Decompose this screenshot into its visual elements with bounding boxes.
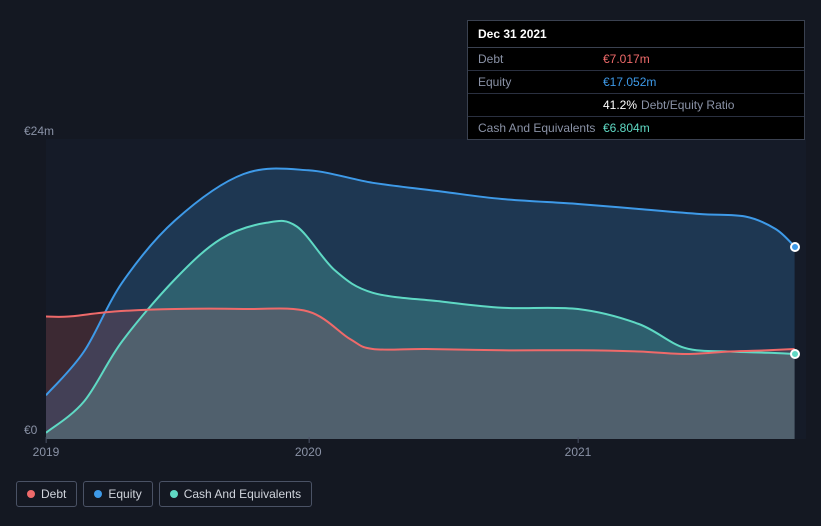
equity-dot-icon xyxy=(94,490,102,498)
cash-end-marker xyxy=(790,349,800,359)
chart-svg xyxy=(46,139,806,439)
legend-item-debt[interactable]: Debt xyxy=(16,481,77,507)
tooltip-label: Equity xyxy=(478,75,603,89)
x-tick: 2021 xyxy=(565,445,592,459)
tooltip-label xyxy=(478,98,603,112)
legend-label: Cash And Equivalents xyxy=(184,487,301,501)
tooltip-date: Dec 31 2021 xyxy=(468,21,804,48)
tooltip-value: €17.052m xyxy=(603,75,656,89)
debt-dot-icon xyxy=(27,490,35,498)
chart-plot-area[interactable] xyxy=(46,139,806,439)
equity-end-marker xyxy=(790,242,800,252)
chart-tooltip: Dec 31 2021 Debt€7.017mEquity€17.052m41.… xyxy=(467,20,805,140)
tooltip-sublabel: Debt/Equity Ratio xyxy=(641,98,734,112)
tooltip-row: 41.2%Debt/Equity Ratio xyxy=(468,94,804,117)
y-axis-max: €24m xyxy=(24,124,54,138)
x-tick: 2019 xyxy=(33,445,60,459)
tooltip-row: Equity€17.052m xyxy=(468,71,804,94)
y-axis-min: €0 xyxy=(24,423,37,437)
legend-label: Equity xyxy=(108,487,141,501)
tooltip-row: Debt€7.017m xyxy=(468,48,804,71)
tooltip-value: €7.017m xyxy=(603,52,650,66)
tooltip-label: Debt xyxy=(478,52,603,66)
legend-item-cash[interactable]: Cash And Equivalents xyxy=(159,481,312,507)
cash-dot-icon xyxy=(170,490,178,498)
legend-label: Debt xyxy=(41,487,66,501)
x-tick: 2020 xyxy=(295,445,322,459)
legend-item-equity[interactable]: Equity xyxy=(83,481,152,507)
tooltip-value: €6.804m xyxy=(603,121,650,135)
chart-legend: Debt Equity Cash And Equivalents xyxy=(16,481,312,507)
tooltip-row: Cash And Equivalents€6.804m xyxy=(468,117,804,139)
tooltip-value: 41.2%Debt/Equity Ratio xyxy=(603,98,734,112)
tooltip-label: Cash And Equivalents xyxy=(478,121,603,135)
